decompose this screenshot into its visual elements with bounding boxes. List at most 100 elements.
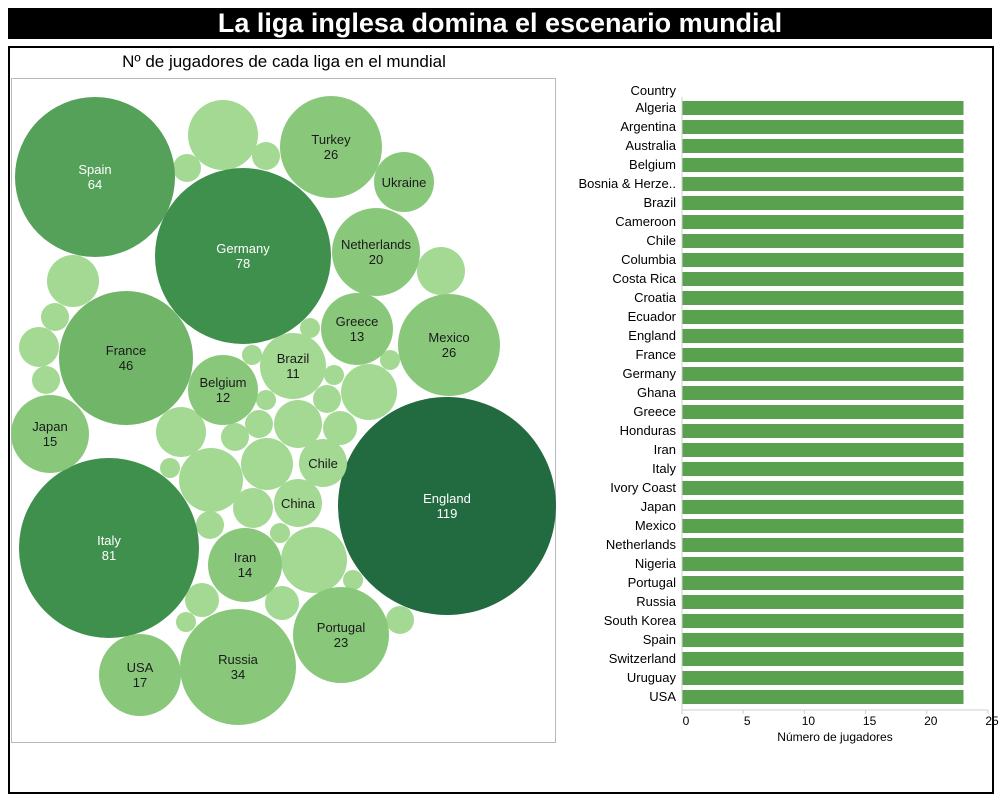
bubble-small[interactable] [233, 488, 273, 528]
bubble-ukraine[interactable] [374, 152, 434, 212]
bar-spain[interactable] [682, 633, 964, 647]
bubble-mexico[interactable] [398, 294, 500, 396]
bubble-small[interactable] [323, 411, 357, 445]
bubble-small[interactable] [270, 523, 290, 543]
bubble-small[interactable] [252, 142, 280, 170]
bubble-italy[interactable] [19, 458, 199, 638]
bar-croatia[interactable] [682, 291, 964, 305]
bubble-small[interactable] [188, 100, 258, 170]
bubble-small[interactable] [324, 365, 344, 385]
bubble-small[interactable] [300, 318, 320, 338]
bubble-label-greece: Greece [336, 314, 379, 329]
bar-japan[interactable] [682, 500, 964, 514]
bubble-japan[interactable] [11, 395, 89, 473]
bar-honduras[interactable] [682, 424, 964, 438]
bubble-small[interactable] [185, 583, 219, 617]
bar-category-label: Cameroon [615, 214, 676, 229]
bubble-small[interactable] [341, 364, 397, 420]
bubble-small[interactable] [241, 438, 293, 490]
bubble-small[interactable] [179, 448, 243, 512]
bar-uruguay[interactable] [682, 671, 964, 685]
bubble-iran[interactable] [208, 528, 282, 602]
bubble-small[interactable] [313, 385, 341, 413]
bar-category-label: Japan [641, 499, 676, 514]
bubble-england[interactable] [338, 397, 556, 615]
bar-greece[interactable] [682, 405, 964, 419]
bar-south-korea[interactable] [682, 614, 964, 628]
bubble-netherlands[interactable] [332, 208, 420, 296]
bar-ecuador[interactable] [682, 310, 964, 324]
bar-russia[interactable] [682, 595, 964, 609]
bubble-label-ukraine: Ukraine [382, 175, 427, 190]
bubble-small[interactable] [274, 400, 322, 448]
bubble-small[interactable] [19, 327, 59, 367]
bubble-small[interactable] [265, 586, 299, 620]
bubble-small[interactable] [160, 458, 180, 478]
bar-algeria[interactable] [682, 101, 964, 115]
bubble-chart-border [11, 78, 556, 743]
bar-portugal[interactable] [682, 576, 964, 590]
bubble-small[interactable] [32, 366, 60, 394]
bubble-portugal[interactable] [293, 587, 389, 683]
bubble-usa[interactable] [99, 634, 181, 716]
bubble-small[interactable] [41, 303, 69, 331]
bubble-label-belgium: Belgium [200, 375, 247, 390]
bar-switzerland[interactable] [682, 652, 964, 666]
bubble-value-greece: 13 [350, 329, 364, 344]
bar-category-label: Brazil [643, 195, 676, 210]
bar-chile[interactable] [682, 234, 964, 248]
bar-netherlands[interactable] [682, 538, 964, 552]
bubble-china[interactable] [274, 479, 322, 527]
bubble-chile[interactable] [299, 439, 347, 487]
bar-argentina[interactable] [682, 120, 964, 134]
bubble-small[interactable] [417, 247, 465, 295]
bubble-small[interactable] [196, 511, 224, 539]
bubble-small[interactable] [343, 570, 363, 590]
bar-category-label: Mexico [635, 518, 676, 533]
bar-cameroon[interactable] [682, 215, 964, 229]
bar-bosnia-herze[interactable] [682, 177, 964, 191]
bar-ghana[interactable] [682, 386, 964, 400]
bar-costa-rica[interactable] [682, 272, 964, 286]
bubble-small[interactable] [256, 390, 276, 410]
bubble-small[interactable] [47, 255, 99, 307]
bubble-small[interactable] [173, 154, 201, 182]
bubble-brazil[interactable] [260, 333, 326, 399]
bubble-belgium[interactable] [188, 355, 258, 425]
bubble-spain[interactable] [15, 97, 175, 257]
bubble-label-china: China [281, 496, 316, 511]
bubble-small[interactable] [386, 606, 414, 634]
bar-belgium[interactable] [682, 158, 964, 172]
bar-nigeria[interactable] [682, 557, 964, 571]
bubble-small[interactable] [156, 407, 206, 457]
bar-iran[interactable] [682, 443, 964, 457]
bubble-small[interactable] [245, 410, 273, 438]
bar-brazil[interactable] [682, 196, 964, 210]
bubble-value-russia: 34 [231, 667, 245, 682]
bubble-small[interactable] [176, 612, 196, 632]
dashboard-title: La liga inglesa domina el escenario mund… [8, 8, 992, 39]
bar-germany[interactable] [682, 367, 964, 381]
bubble-small[interactable] [281, 527, 347, 593]
bubble-russia[interactable] [180, 609, 296, 725]
bubble-small[interactable] [221, 423, 249, 451]
bubble-small[interactable] [242, 345, 262, 365]
bar-ivory-coast[interactable] [682, 481, 964, 495]
bubble-value-turkey: 26 [324, 147, 338, 162]
bar-category-label: Greece [633, 404, 676, 419]
bar-australia[interactable] [682, 139, 964, 153]
bubble-small[interactable] [380, 350, 400, 370]
bar-mexico[interactable] [682, 519, 964, 533]
bubble-germany[interactable] [155, 168, 331, 344]
bar-france[interactable] [682, 348, 964, 362]
bar-italy[interactable] [682, 462, 964, 476]
bubble-greece[interactable] [321, 293, 393, 365]
bar-usa[interactable] [682, 690, 964, 704]
bar-columbia[interactable] [682, 253, 964, 267]
bubble-value-germany: 78 [236, 256, 250, 271]
bubble-turkey[interactable] [280, 96, 382, 198]
bubble-value-iran: 14 [238, 565, 252, 580]
bubble-france[interactable] [59, 291, 193, 425]
bar-category-label: Spain [643, 632, 676, 647]
bar-england[interactable] [682, 329, 964, 343]
